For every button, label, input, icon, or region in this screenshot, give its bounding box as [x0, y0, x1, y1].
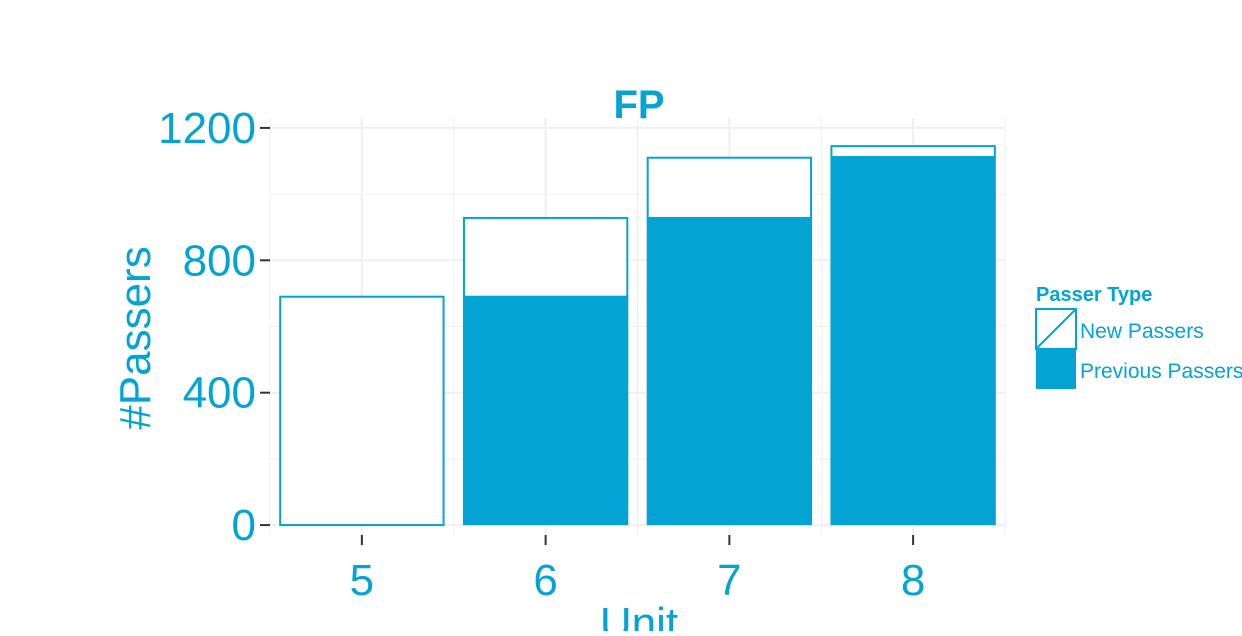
chart-title: FP: [613, 83, 664, 127]
legend-label-previous-passers: Previous Passers: [1080, 360, 1242, 383]
bar-previous-passers-unit-8: [830, 157, 996, 526]
x-axis-title: Unit: [600, 599, 678, 631]
x-tick-label: 6: [533, 556, 557, 605]
y-tick-label: 1200: [158, 104, 256, 153]
y-tick-label: 800: [183, 236, 256, 285]
bar-new-passers-unit-8: [830, 145, 996, 159]
legend-title: Passer Type: [1036, 284, 1152, 306]
bar-new-passers-unit-5: [279, 295, 445, 527]
x-tick-label: 5: [350, 556, 374, 605]
bar-previous-passers-unit-7: [646, 217, 813, 526]
y-tick-label: 0: [232, 501, 256, 550]
legend-item-previous-passers: Previous Passers: [1036, 349, 1242, 389]
legend-key-new-passers-diagonal: [1035, 308, 1077, 350]
legend-item-new-passers: New Passers: [1035, 308, 1204, 350]
axis-layer: 0 400 800 1200 5 6 7 8: [158, 104, 925, 605]
bar-new-passers-unit-7: [646, 156, 813, 219]
legend: Passer Type New Passers Previous Passers: [1035, 284, 1242, 389]
bar-new-passers-unit-6: [462, 216, 629, 298]
y-axis-title: #Passers: [111, 246, 160, 429]
y-tick-label: 400: [183, 369, 256, 418]
bar-layer: [279, 145, 996, 527]
bar-previous-passers-unit-6: [462, 296, 629, 526]
legend-label-new-passers: New Passers: [1080, 320, 1204, 343]
x-tick-label: 7: [717, 556, 741, 605]
legend-key-previous-passers: [1036, 349, 1076, 389]
x-tick-label: 8: [901, 556, 925, 605]
